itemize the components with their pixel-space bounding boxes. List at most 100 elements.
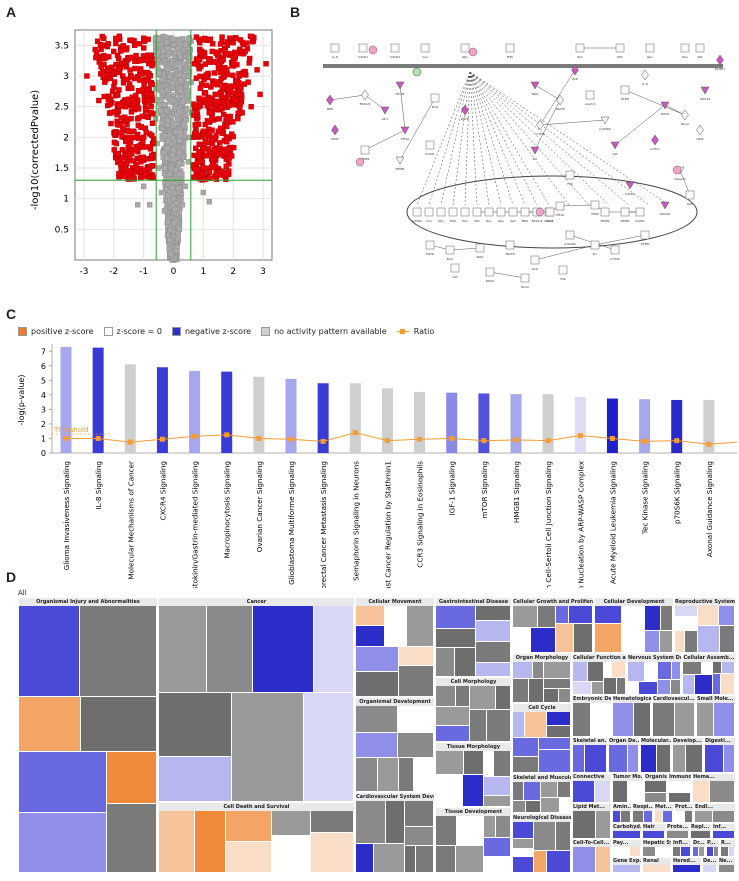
treemap-cell[interactable] xyxy=(476,663,510,676)
treemap-cell[interactable] xyxy=(663,811,672,822)
treemap-cell[interactable] xyxy=(604,678,616,694)
treemap-cell[interactable] xyxy=(556,624,573,652)
treemap-cell[interactable] xyxy=(531,628,555,652)
treemap-cell[interactable] xyxy=(496,816,510,837)
treemap-cell[interactable] xyxy=(398,733,433,757)
treemap-cell[interactable] xyxy=(484,838,510,856)
treemap-cell[interactable] xyxy=(159,606,206,692)
treemap-cell[interactable] xyxy=(669,793,690,802)
treemap-cell[interactable] xyxy=(713,662,721,673)
treemap-cell[interactable] xyxy=(494,751,510,776)
treemap-cell[interactable] xyxy=(633,811,643,822)
treemap-cell[interactable] xyxy=(693,781,709,802)
treemap-cell[interactable] xyxy=(314,606,353,692)
treemap-cell[interactable] xyxy=(699,847,704,856)
treemap-cell[interactable] xyxy=(658,680,670,694)
treemap-cell[interactable] xyxy=(513,822,533,838)
treemap-cell[interactable] xyxy=(596,811,610,838)
treemap-cell[interactable] xyxy=(604,662,611,677)
treemap-cell[interactable] xyxy=(19,752,106,812)
treemap-cell[interactable] xyxy=(560,798,570,812)
treemap-cell[interactable] xyxy=(585,745,606,772)
treemap-cell[interactable] xyxy=(617,678,625,694)
treemap-cell[interactable] xyxy=(398,706,433,732)
treemap-cell[interactable] xyxy=(656,847,670,856)
treemap-cell[interactable] xyxy=(544,679,570,688)
treemap-cell[interactable] xyxy=(374,844,404,872)
treemap-cell[interactable] xyxy=(685,811,692,822)
treemap-cell[interactable] xyxy=(484,777,510,795)
treemap-cell[interactable] xyxy=(496,686,510,709)
treemap-cell[interactable] xyxy=(159,693,231,756)
treemap-cell[interactable] xyxy=(484,751,493,776)
treemap-cell[interactable] xyxy=(556,606,568,623)
treemap-cell[interactable] xyxy=(356,672,398,696)
treemap-cell[interactable] xyxy=(476,642,510,662)
treemap-cell[interactable] xyxy=(592,682,603,694)
treemap-cell[interactable] xyxy=(558,782,570,797)
treemap-cell[interactable] xyxy=(673,745,685,772)
treemap-cell[interactable] xyxy=(356,758,377,791)
treemap-cell[interactable] xyxy=(613,811,620,822)
treemap-cell[interactable] xyxy=(513,782,523,800)
treemap-cell[interactable] xyxy=(573,703,590,736)
treemap-cell[interactable] xyxy=(484,796,510,806)
treemap-cell[interactable] xyxy=(513,679,528,702)
treemap-cell[interactable] xyxy=(569,606,592,623)
treemap-cell[interactable] xyxy=(107,804,156,872)
treemap-cell[interactable] xyxy=(686,745,702,772)
treemap-cell[interactable] xyxy=(705,745,723,772)
treemap-cell[interactable] xyxy=(19,606,79,696)
treemap-cell[interactable] xyxy=(573,811,595,838)
treemap-cell[interactable] xyxy=(547,712,570,725)
treemap-cell[interactable] xyxy=(609,745,627,772)
treemap-cell[interactable] xyxy=(436,816,456,845)
treemap-cell[interactable] xyxy=(232,693,303,801)
treemap-cell[interactable] xyxy=(399,758,413,791)
treemap-cell[interactable] xyxy=(613,781,627,802)
treemap-cell[interactable] xyxy=(378,758,398,791)
treemap-cell[interactable] xyxy=(630,847,640,856)
treemap-cell[interactable] xyxy=(683,675,694,694)
treemap-cell[interactable] xyxy=(436,606,475,628)
treemap-cell[interactable] xyxy=(547,851,570,872)
treemap-cell[interactable] xyxy=(81,697,156,751)
treemap-cell[interactable] xyxy=(641,745,656,772)
treemap-cell[interactable] xyxy=(513,662,532,678)
treemap-cell[interactable] xyxy=(675,617,697,630)
treemap-cell[interactable] xyxy=(405,846,415,872)
treemap-cell[interactable] xyxy=(669,781,690,792)
treemap-cell[interactable] xyxy=(525,712,546,737)
treemap-cell[interactable] xyxy=(683,662,701,674)
treemap-cell[interactable] xyxy=(436,686,455,706)
treemap-cell[interactable] xyxy=(513,712,524,737)
treemap-cell[interactable] xyxy=(19,813,106,872)
treemap-cell[interactable] xyxy=(573,682,591,694)
treemap-cell[interactable] xyxy=(513,628,530,652)
treemap-cell[interactable] xyxy=(720,626,734,652)
treemap-cell[interactable] xyxy=(573,847,595,872)
treemap-cell[interactable] xyxy=(655,811,662,822)
treemap-cell[interactable] xyxy=(436,751,463,774)
treemap-cell[interactable] xyxy=(673,847,680,856)
treemap-cell[interactable] xyxy=(226,811,271,841)
treemap-cell[interactable] xyxy=(539,750,570,772)
treemap-cell[interactable] xyxy=(613,703,633,736)
treemap-cell[interactable] xyxy=(645,781,666,792)
treemap-cell[interactable] xyxy=(470,710,486,741)
treemap-cell[interactable] xyxy=(476,606,510,620)
treemap-cell[interactable] xyxy=(456,846,483,872)
treemap-cell[interactable] xyxy=(661,606,672,630)
treemap-cell[interactable] xyxy=(484,816,495,837)
treemap-cell[interactable] xyxy=(463,775,483,806)
treemap-cell[interactable] xyxy=(311,811,353,832)
treemap-cell[interactable] xyxy=(721,674,734,694)
treemap-cell[interactable] xyxy=(698,606,718,625)
treemap-cell[interactable] xyxy=(628,781,642,802)
treemap-cell[interactable] xyxy=(304,693,353,801)
treemap-cell[interactable] xyxy=(226,842,271,872)
treemap-cell[interactable] xyxy=(513,839,533,848)
treemap-cell[interactable] xyxy=(644,811,652,822)
treemap-cell[interactable] xyxy=(436,648,454,676)
treemap-cell[interactable] xyxy=(272,811,310,835)
